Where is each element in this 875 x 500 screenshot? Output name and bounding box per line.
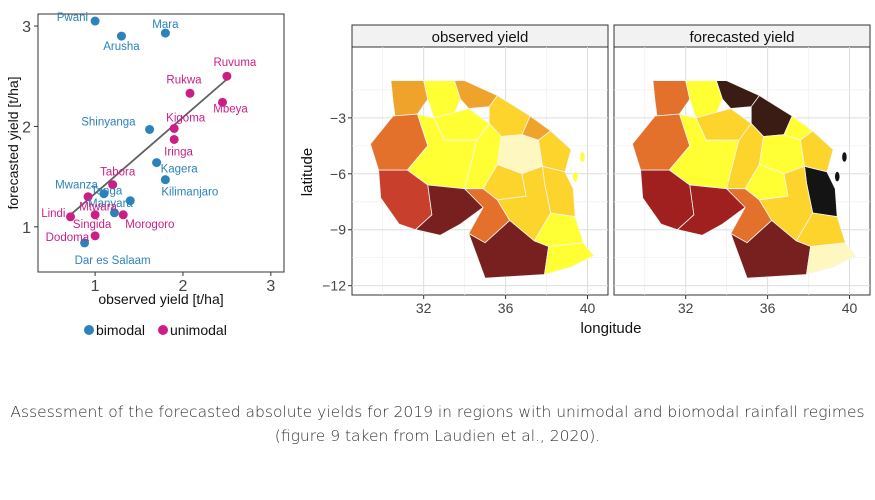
map-x-ticks: 32 36 40 32 36 40 (416, 295, 858, 316)
facet-forecasted: forecasted yield (613, 24, 871, 296)
map-y-tick-label-1: −6 (330, 166, 346, 182)
bimodal-point-label-0: Pwani (57, 12, 88, 24)
scatter-legend: bimodal unimodal (84, 322, 227, 338)
scatter-y-tick-label-1: 2 (22, 119, 31, 136)
unimodal-point-5 (108, 180, 118, 190)
scatter-y-tick-label-2: 3 (22, 19, 31, 36)
legend-label-unimodal: unimodal (170, 322, 227, 338)
map-y-axis-label: latitude (299, 148, 316, 196)
bimodal-point-5 (160, 175, 170, 185)
unimodal-point-0 (222, 71, 232, 81)
unimodal-point-label-8: Morogoro (125, 219, 174, 231)
region-mtwara-obs (544, 242, 595, 276)
figure-caption: Assessment of the forecasted absolute yi… (0, 400, 875, 448)
fit-line (69, 78, 228, 216)
bimodal-point-label-6: Tanga (91, 186, 123, 198)
caption-line-2: (figure 9 taken from Laudien et al., 202… (274, 427, 601, 445)
unimodal-point-8 (118, 210, 128, 220)
facet-title-observed: observed yield (432, 29, 529, 46)
unimodal-point-label-5: Tabora (100, 167, 136, 179)
unimodal-point-label-9: Dodoma (46, 232, 90, 244)
bimodal-point-label-9: Dar es Salaam (75, 255, 151, 267)
scatter-plot: 1 2 3 1 2 3 Pwani Arusha Mara Shinyanga Kagera Ki… (5, 12, 285, 338)
unimodal-point-label-3: Kigoma (166, 112, 206, 124)
unimodal-point-4 (169, 134, 179, 144)
legend-key-unimodal (158, 325, 168, 335)
bimodal-point-label-2: Mara (152, 19, 179, 31)
unimodal-point-label-10: Mtwara (79, 202, 117, 214)
bimodal-point-9 (80, 238, 90, 248)
scatter-y-ticks: 1 2 3 (22, 19, 38, 237)
unimodal-point-label-4: Iringa (164, 146, 193, 158)
unimodal-point-label-6: Lindi (41, 208, 65, 220)
bimodal-point-8 (109, 208, 119, 218)
map-x-axis-label: longitude (581, 320, 642, 337)
unimodal-point-6 (66, 212, 76, 222)
unimodal-point-10 (83, 192, 93, 202)
island-obs-0 (579, 151, 586, 163)
bimodal-point-6 (125, 196, 135, 206)
scatter-x-tick-label-1: 2 (179, 278, 188, 295)
scatter-y-axis-label: forecasted yield [t/ha] (5, 76, 21, 209)
unimodal-point-1 (185, 88, 195, 98)
legend-key-bimodal (84, 325, 94, 335)
bimodal-point-label-8: Manyara (88, 198, 133, 210)
unimodal-point-label-2: Mbeya (213, 103, 248, 115)
scatter-x-ticks: 1 2 3 (91, 272, 275, 295)
bimodal-point-0 (90, 16, 100, 26)
unimodal-point-7 (90, 210, 100, 220)
bimodal-point-4 (152, 158, 162, 168)
map-x-tick-label-fc-2: 40 (842, 300, 858, 316)
legend-label-bimodal: bimodal (96, 322, 145, 338)
facet-observed: observed yield (351, 24, 609, 296)
map-facets: observed yield forecasted yield −3 −6 −9 −1… (299, 24, 871, 337)
map-y-tick-label-0: −3 (330, 110, 346, 126)
scatter-point-labels: Pwani Arusha Mara Shinyanga Kagera Kilimanjar… (41, 12, 257, 267)
unimodal-point-label-1: Rukwa (166, 74, 202, 86)
bimodal-point-2 (160, 28, 170, 38)
map-x-tick-label-obs-0: 32 (416, 300, 432, 316)
scatter-panel-border (37, 13, 285, 273)
unimodal-point-9 (90, 231, 100, 241)
bimodal-point-label-5: Kilimanjaro (161, 187, 218, 199)
map-x-tick-label-fc-1: 36 (760, 300, 776, 316)
bimodal-point-7 (99, 189, 109, 199)
map-forecasted-regions (631, 80, 857, 279)
unimodal-point-3 (169, 123, 179, 133)
map-x-tick-label-obs-1: 36 (498, 300, 514, 316)
map-y-ticks: −3 −6 −9 −12 (322, 110, 352, 294)
island-obs-1 (572, 171, 578, 182)
figure: 1 2 3 1 2 3 Pwani Arusha Mara Shinyanga Kagera Ki… (5, 12, 871, 338)
map-y-tick-label-2: −9 (330, 222, 346, 238)
scatter-y-tick-label-0: 1 (22, 220, 31, 237)
unimodal-point-2 (218, 97, 227, 107)
unimodal-point-label-0: Ruvuma (213, 57, 256, 69)
scatter-x-tick-label-2: 3 (266, 278, 275, 295)
caption-line-1: Assessment of the forecasted absolute yi… (10, 403, 865, 421)
bimodal-point-1 (116, 31, 126, 41)
map-y-tick-label-3: −12 (322, 278, 346, 294)
facet-title-forecasted: forecasted yield (689, 29, 794, 46)
scatter-x-tick-label-0: 1 (91, 278, 100, 295)
island-fc-0 (841, 151, 848, 163)
bimodal-point-label-7: Mwanza (55, 180, 98, 192)
map-x-tick-label-fc-0: 32 (678, 300, 694, 316)
region-mtwara-fc (806, 242, 857, 276)
map-observed-regions (369, 80, 595, 279)
bimodal-point-label-1: Arusha (103, 41, 140, 53)
scatter-x-axis-label: observed yield [t/ha] (98, 291, 223, 307)
bimodal-point-3 (145, 124, 155, 134)
island-fc-1 (834, 171, 840, 182)
bimodal-point-label-4: Kagera (161, 164, 199, 176)
bimodal-point-label-3: Shinyanga (81, 116, 136, 128)
scatter-points (66, 16, 232, 248)
unimodal-point-label-7: Singida (73, 219, 112, 231)
map-x-tick-label-obs-2: 40 (580, 300, 596, 316)
